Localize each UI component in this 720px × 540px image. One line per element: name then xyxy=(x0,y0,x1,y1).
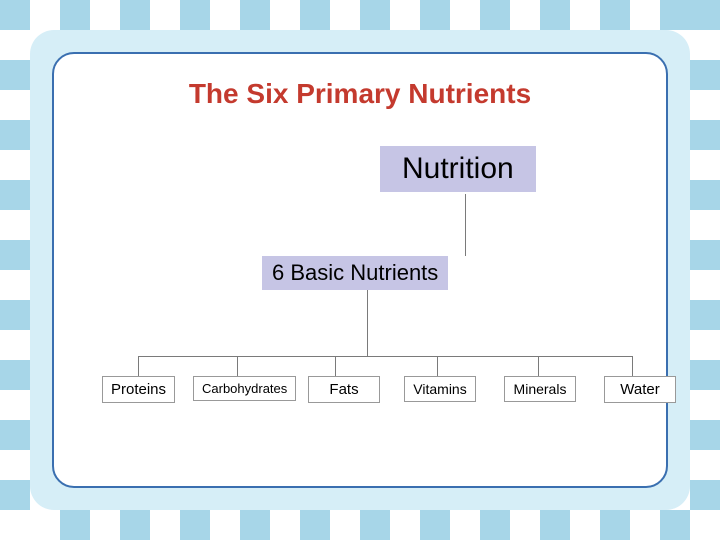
connector-line xyxy=(437,356,438,376)
connector-line xyxy=(465,194,466,256)
connector-line xyxy=(138,356,139,376)
hierarchy-diagram: Nutrition 6 Basic Nutrients Proteins Car… xyxy=(72,146,648,446)
border-stripe-bottom xyxy=(0,510,720,540)
border-stripe-right xyxy=(690,0,720,540)
border-stripe-top xyxy=(0,0,720,30)
connector-line xyxy=(138,356,632,357)
connector-line xyxy=(335,356,336,376)
node-leaf-proteins: Proteins xyxy=(102,376,175,403)
node-leaf-carbohydrates: Carbohydrates xyxy=(193,376,296,401)
node-mid: 6 Basic Nutrients xyxy=(262,256,448,290)
node-leaf-vitamins: Vitamins xyxy=(404,376,476,402)
content-card: The Six Primary Nutrients Nutrition 6 Ba… xyxy=(52,52,668,488)
connector-line xyxy=(632,356,633,376)
node-leaf-minerals: Minerals xyxy=(504,376,576,402)
node-leaf-fats: Fats xyxy=(308,376,380,403)
connector-line xyxy=(237,356,238,376)
connector-line xyxy=(367,290,368,356)
connector-line xyxy=(538,356,539,376)
node-root: Nutrition xyxy=(380,146,536,192)
node-leaf-water: Water xyxy=(604,376,676,403)
border-stripe-left xyxy=(0,0,30,540)
slide-title: The Six Primary Nutrients xyxy=(72,78,648,110)
